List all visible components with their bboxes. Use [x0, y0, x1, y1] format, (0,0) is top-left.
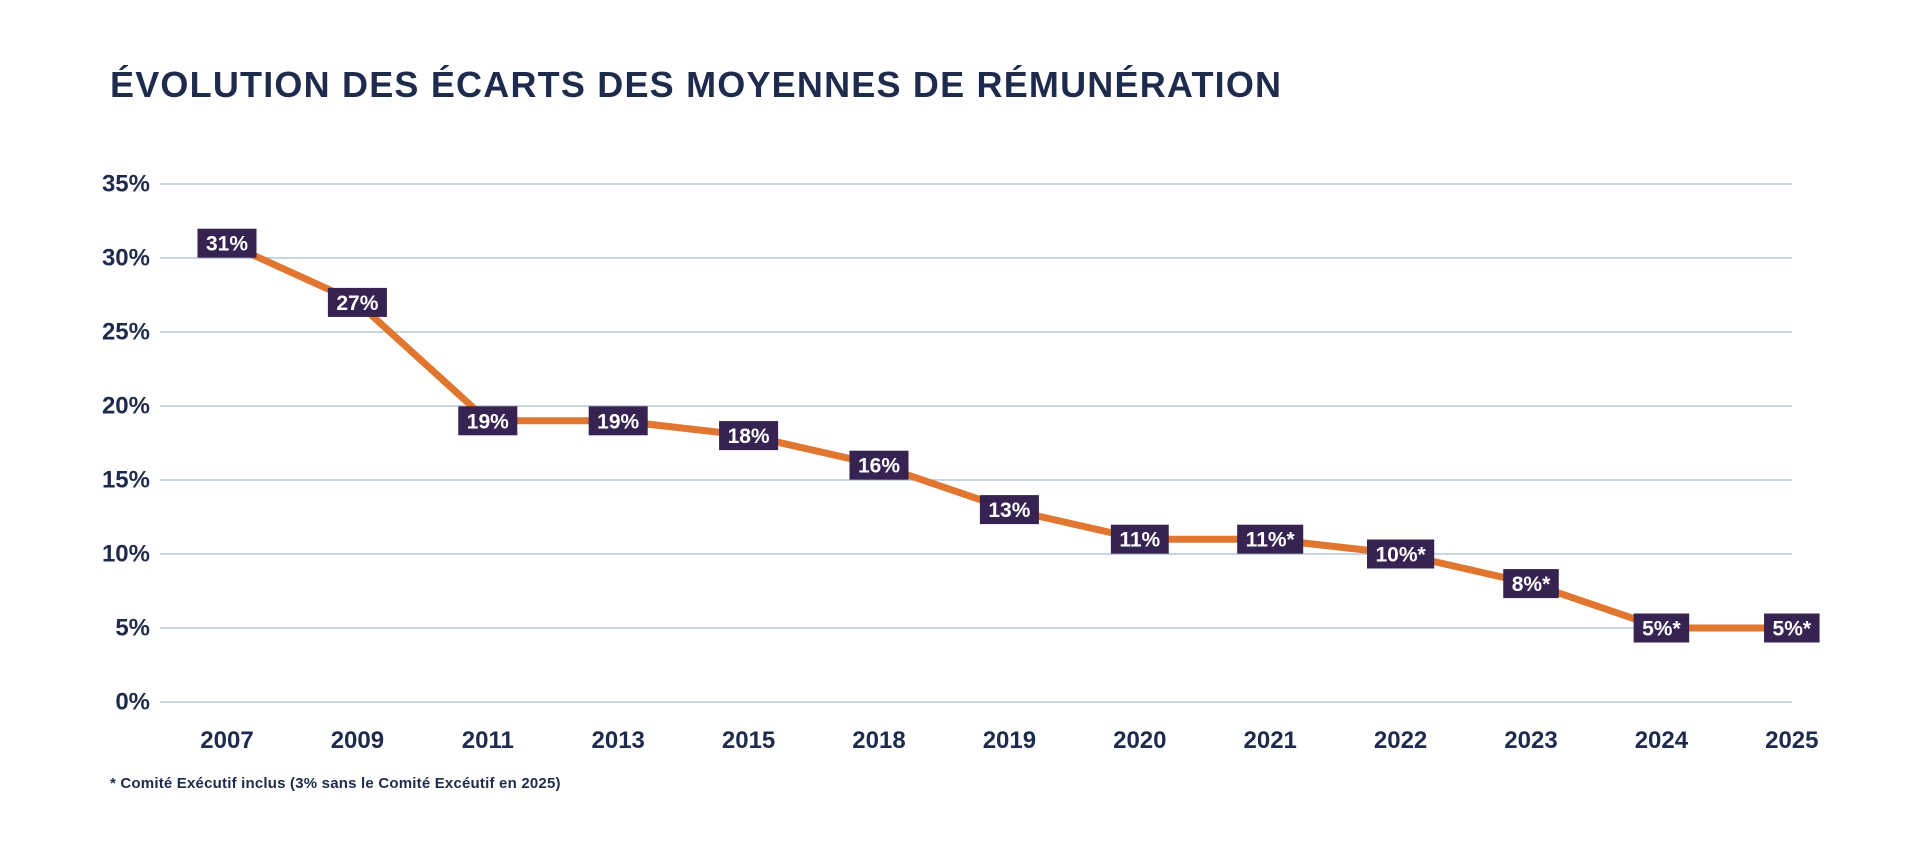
data-point-value: 8%*	[1512, 573, 1551, 596]
x-axis-tick-label: 2024	[1635, 727, 1689, 754]
data-point-value: 10%*	[1375, 544, 1426, 567]
y-axis: 0% 5% 10% 15% 20% 25% 30% 35%	[102, 171, 150, 716]
data-point-value: 11%	[1119, 529, 1160, 552]
x-axis-tick-label: 2025	[1765, 727, 1818, 754]
data-point-labels: 31% 27% 19% 19% 18% 16% 13% 11% 11%* 10%* 8%* 5%* 5%…	[197, 228, 1820, 643]
data-point-label-box	[1633, 613, 1690, 643]
y-axis-tick-label: 0%	[115, 689, 150, 716]
data-point-label-box	[327, 287, 387, 317]
x-axis-tick-label: 2015	[722, 727, 775, 754]
data-point-label-box	[458, 406, 518, 436]
data-point-label: 13%	[979, 495, 1039, 525]
data-point-label: 10%*	[1366, 539, 1435, 569]
data-point-value: 19%	[597, 410, 639, 433]
x-axis-tick-label: 2011	[462, 727, 514, 754]
chart-footnote: * Comité Exécutif inclus (3% sans le Com…	[110, 775, 561, 792]
data-point-label-box	[1110, 524, 1169, 554]
x-axis-tick-label: 2009	[331, 727, 384, 754]
chart-title: ÉVOLUTION DES ÉCARTS DES MOYENNES DE RÉM…	[110, 64, 1283, 105]
y-axis-tick-label: 25%	[102, 319, 150, 346]
data-point-value: 5%*	[1642, 618, 1681, 641]
x-axis-tick-label: 2021	[1244, 727, 1297, 754]
data-point-label-box	[1764, 613, 1820, 643]
data-point-label: 19%	[458, 406, 518, 436]
data-point-value: 19%	[467, 410, 509, 433]
x-axis-tick-label: 2020	[1113, 727, 1166, 754]
data-point-label: 11%*	[1237, 524, 1304, 554]
x-axis: 2007 2009 2011 2013 2015 2018 2019 2020 2021 2022…	[200, 727, 1818, 754]
data-point-label-box	[1237, 524, 1304, 554]
data-point-label: 5%*	[1764, 613, 1820, 643]
data-point-label: 16%	[849, 450, 909, 480]
y-axis-tick-label: 15%	[102, 467, 150, 494]
data-point-label: 8%*	[1503, 569, 1559, 599]
data-point-label: 5%*	[1633, 613, 1690, 643]
x-axis-tick-label: 2023	[1504, 727, 1557, 754]
data-point-value: 31%	[206, 233, 248, 256]
x-axis-tick-label: 2022	[1374, 727, 1427, 754]
y-axis-tick-label: 30%	[102, 245, 150, 272]
data-point-label-box	[1503, 569, 1559, 599]
data-point-label-box	[719, 421, 779, 451]
data-point-value: 11%*	[1246, 529, 1296, 552]
data-point-label: 19%	[588, 406, 648, 436]
data-point-label: 27%	[327, 287, 387, 317]
data-point-label-box	[197, 228, 257, 258]
data-point-label: 18%	[719, 421, 779, 451]
gridlines	[160, 183, 1792, 703]
y-axis-tick-label: 10%	[102, 541, 150, 568]
data-point-label: 11%	[1110, 524, 1169, 554]
data-point-label-box	[979, 495, 1039, 525]
data-point-value: 5%*	[1773, 618, 1812, 641]
data-point-value: 13%	[988, 499, 1030, 522]
data-point-label-box	[588, 406, 648, 436]
data-point-value: 18%	[728, 425, 770, 448]
x-axis-tick-label: 2013	[592, 727, 645, 754]
data-point-value: 16%	[858, 455, 900, 478]
x-axis-tick-label: 2007	[200, 727, 253, 754]
y-axis-tick-label: 5%	[115, 615, 150, 642]
x-axis-tick-label: 2019	[983, 727, 1036, 754]
data-point-value: 27%	[336, 292, 378, 315]
y-axis-tick-label: 20%	[102, 393, 150, 420]
data-point-label-box	[1366, 539, 1435, 569]
data-point-label: 31%	[197, 228, 257, 258]
x-axis-tick-label: 2018	[852, 727, 905, 754]
y-axis-tick-label: 35%	[102, 171, 150, 198]
data-point-label-box	[849, 450, 909, 480]
